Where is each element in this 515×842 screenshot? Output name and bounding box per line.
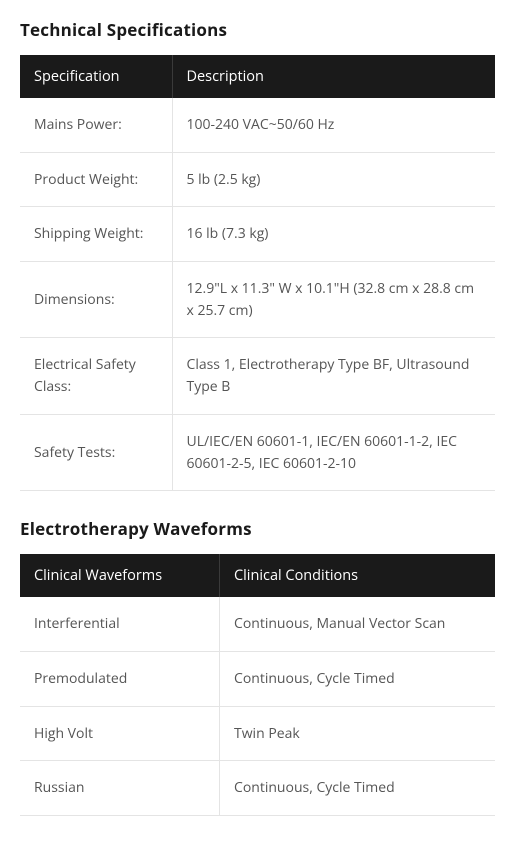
col-header-desc: Description xyxy=(172,55,495,98)
spec-label: Safety Tests: xyxy=(20,414,172,490)
waveforms-heading: Electrotherapy Waveforms xyxy=(20,517,495,540)
spec-value: 100-240 VAC~50/60 Hz xyxy=(172,98,495,152)
table-row: Safety Tests: UL/IEC/EN 60601-1, IEC/EN … xyxy=(20,414,495,490)
spec-value: 16 lb (7.3 kg) xyxy=(172,207,495,262)
table-row: Dimensions: 12.9"L x 11.3" W x 10.1"H (3… xyxy=(20,262,495,338)
table-row: Premodulated Continuous, Cycle Timed xyxy=(20,651,495,706)
col-header-spec: Specification xyxy=(20,55,172,98)
table-row: High Volt Twin Peak xyxy=(20,706,495,761)
col-header-waveforms: Clinical Waveforms xyxy=(20,554,220,597)
spec-value: UL/IEC/EN 60601-1, IEC/EN 60601-1-2, IEC… xyxy=(172,414,495,490)
waveform-name: Premodulated xyxy=(20,651,220,706)
waveforms-table: Clinical Waveforms Clinical Conditions I… xyxy=(20,554,495,816)
table-row: Russian Continuous, Cycle Timed xyxy=(20,761,495,816)
spec-label: Dimensions: xyxy=(20,262,172,338)
spec-label: Mains Power: xyxy=(20,98,172,152)
spec-value: Class 1, Electrotherapy Type BF, Ultraso… xyxy=(172,338,495,414)
table-row: Product Weight: 5 lb (2.5 kg) xyxy=(20,152,495,207)
tech-spec-table: Specification Description Mains Power: 1… xyxy=(20,55,495,491)
spec-label: Shipping Weight: xyxy=(20,207,172,262)
spec-label: Product Weight: xyxy=(20,152,172,207)
spec-value: 5 lb (2.5 kg) xyxy=(172,152,495,207)
spec-value: 12.9"L x 11.3" W x 10.1"H (32.8 cm x 28.… xyxy=(172,262,495,338)
waveform-condition: Continuous, Cycle Timed xyxy=(220,761,496,816)
waveform-name: Interferential xyxy=(20,597,220,651)
table-row: Electrical Safety Class: Class 1, Electr… xyxy=(20,338,495,414)
waveform-name: High Volt xyxy=(20,706,220,761)
table-row: Mains Power: 100-240 VAC~50/60 Hz xyxy=(20,98,495,152)
waveform-condition: Continuous, Manual Vector Scan xyxy=(220,597,496,651)
waveform-name: Russian xyxy=(20,761,220,816)
waveform-condition: Continuous, Cycle Timed xyxy=(220,651,496,706)
waveform-condition: Twin Peak xyxy=(220,706,496,761)
table-row: Shipping Weight: 16 lb (7.3 kg) xyxy=(20,207,495,262)
col-header-conditions: Clinical Conditions xyxy=(220,554,496,597)
tech-spec-heading: Technical Specifications xyxy=(20,18,495,41)
spec-label: Electrical Safety Class: xyxy=(20,338,172,414)
table-row: Interferential Continuous, Manual Vector… xyxy=(20,597,495,651)
